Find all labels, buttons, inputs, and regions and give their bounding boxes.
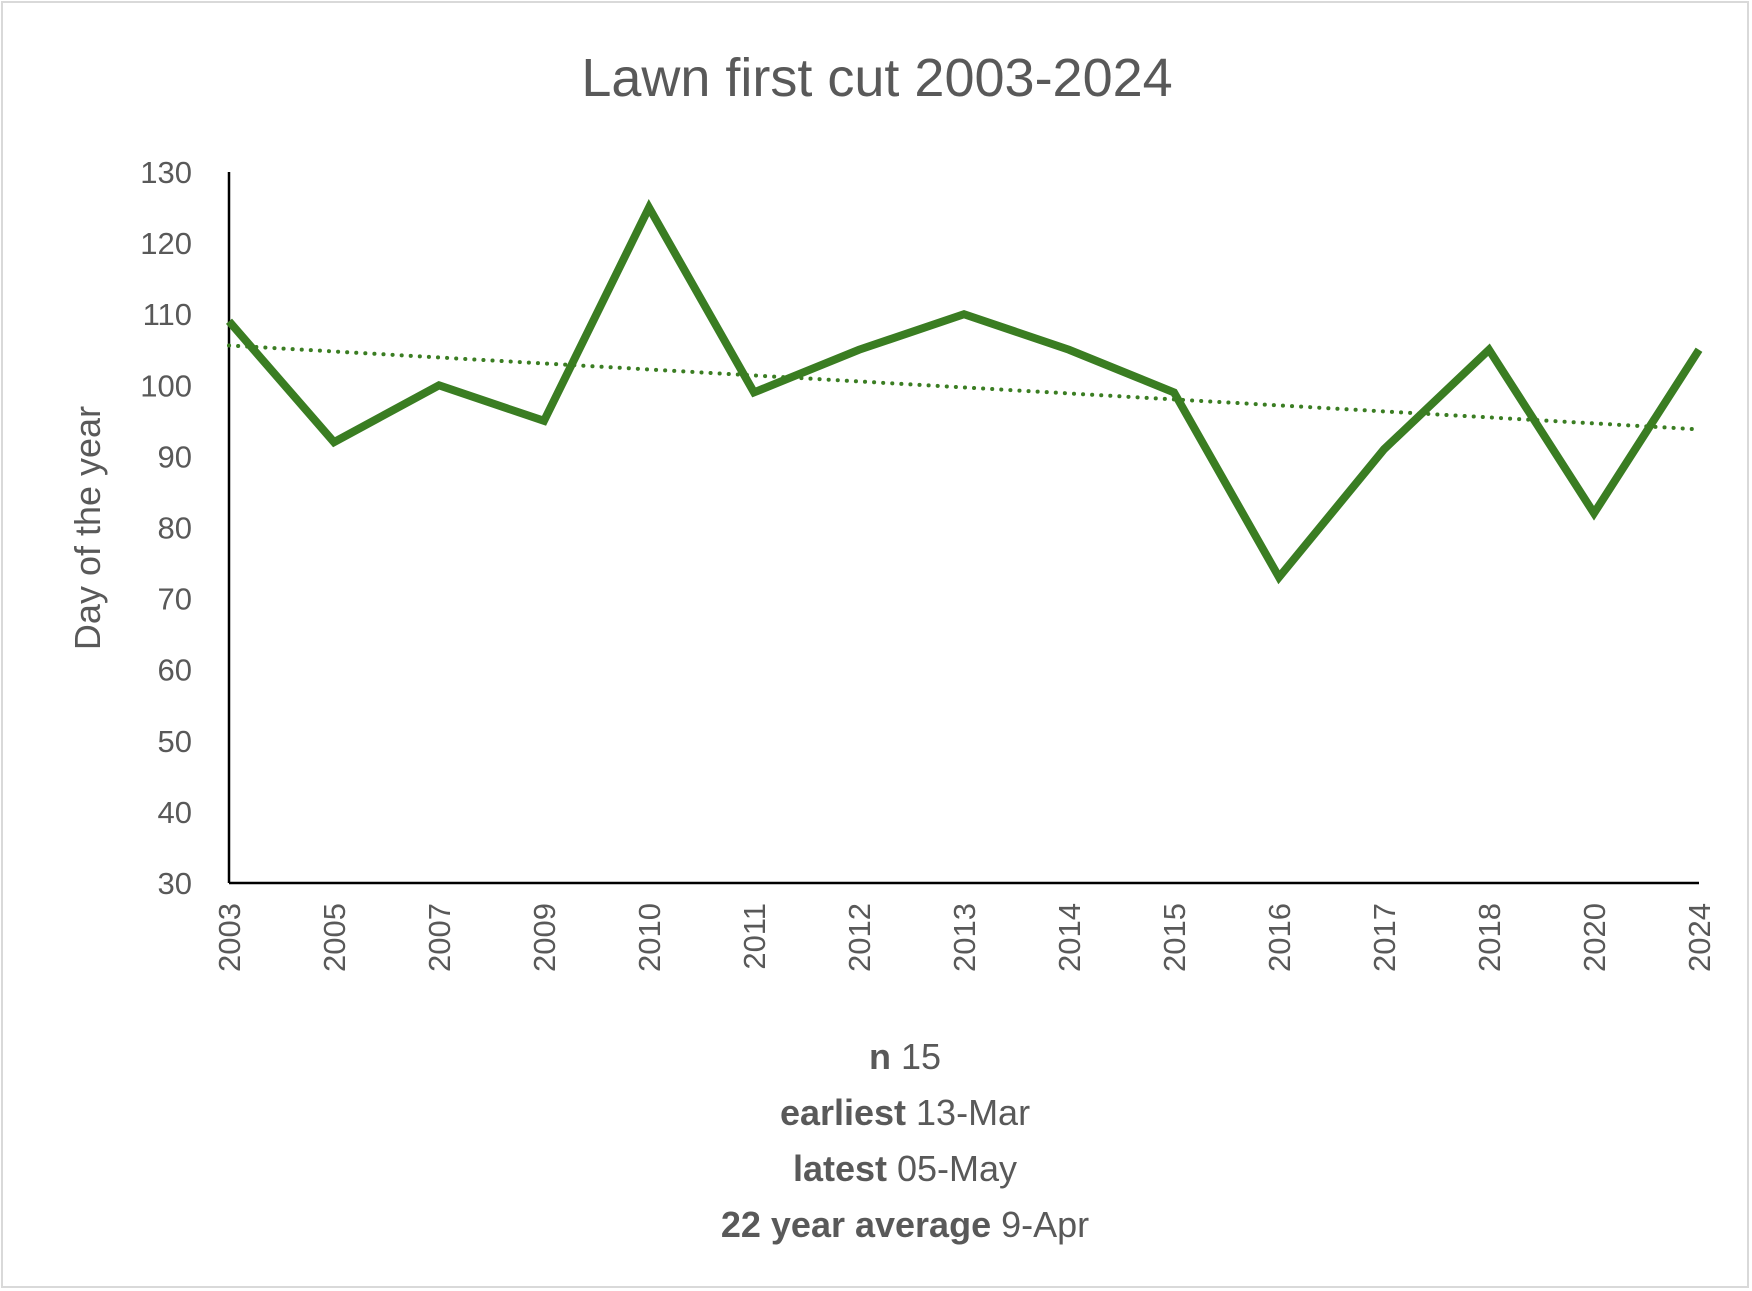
x-tick-label: 2009 [527,903,562,972]
y-tick-label: 30 [158,866,192,901]
y-tick-label: 60 [158,653,192,688]
x-tick-label: 2014 [1052,903,1087,972]
x-tick-label: 2013 [947,903,982,972]
stat-line: latest 05-May [0,1148,1752,1190]
y-tick-label: 120 [140,226,192,261]
stat-label: latest [792,1148,887,1189]
stat-line: 22 year average 9-Apr [0,1204,1752,1246]
stat-label: 22 year average [720,1204,992,1245]
y-tick-label: 50 [158,724,192,759]
stat-value: 05-May [887,1148,1018,1189]
stat-value: 9-Apr [991,1204,1090,1245]
y-tick-label: 70 [158,582,192,617]
x-tick-label: 2011 [737,903,772,970]
x-tick-label: 2016 [1262,903,1297,972]
stat-label: earliest [779,1092,907,1133]
y-tick-label: 130 [140,155,192,190]
x-tick-label: 2010 [632,903,667,972]
chart-title: Lawn first cut 2003-2024 [581,48,1172,108]
stat-line: n 15 [0,1036,1752,1078]
y-axis-label: Day of the year [67,406,108,650]
series-line [225,199,1703,585]
x-tick-label: 2015 [1157,903,1192,972]
y-tick-label: 90 [158,439,192,474]
y-tick-label: 80 [158,511,192,546]
trendline [227,343,1701,432]
x-tick-label: 2007 [422,903,457,972]
x-tick-label: 2012 [842,903,877,972]
stat-label: n [868,1036,891,1077]
y-tick-label: 40 [158,795,192,830]
x-tick-label: 2005 [317,903,352,972]
x-tick-label: 2017 [1367,903,1402,972]
stat-line: earliest 13-Mar [0,1092,1752,1134]
x-tick-label: 2003 [212,903,247,972]
x-tick-label: 2020 [1577,903,1612,972]
y-tick-label: 100 [140,368,192,403]
x-tick-label: 2018 [1472,903,1507,972]
x-tick-label: 2024 [1682,903,1717,972]
y-tick-label: 110 [143,297,192,332]
stat-value: 15 [890,1036,942,1077]
stat-value: 13-Mar [906,1092,1031,1133]
